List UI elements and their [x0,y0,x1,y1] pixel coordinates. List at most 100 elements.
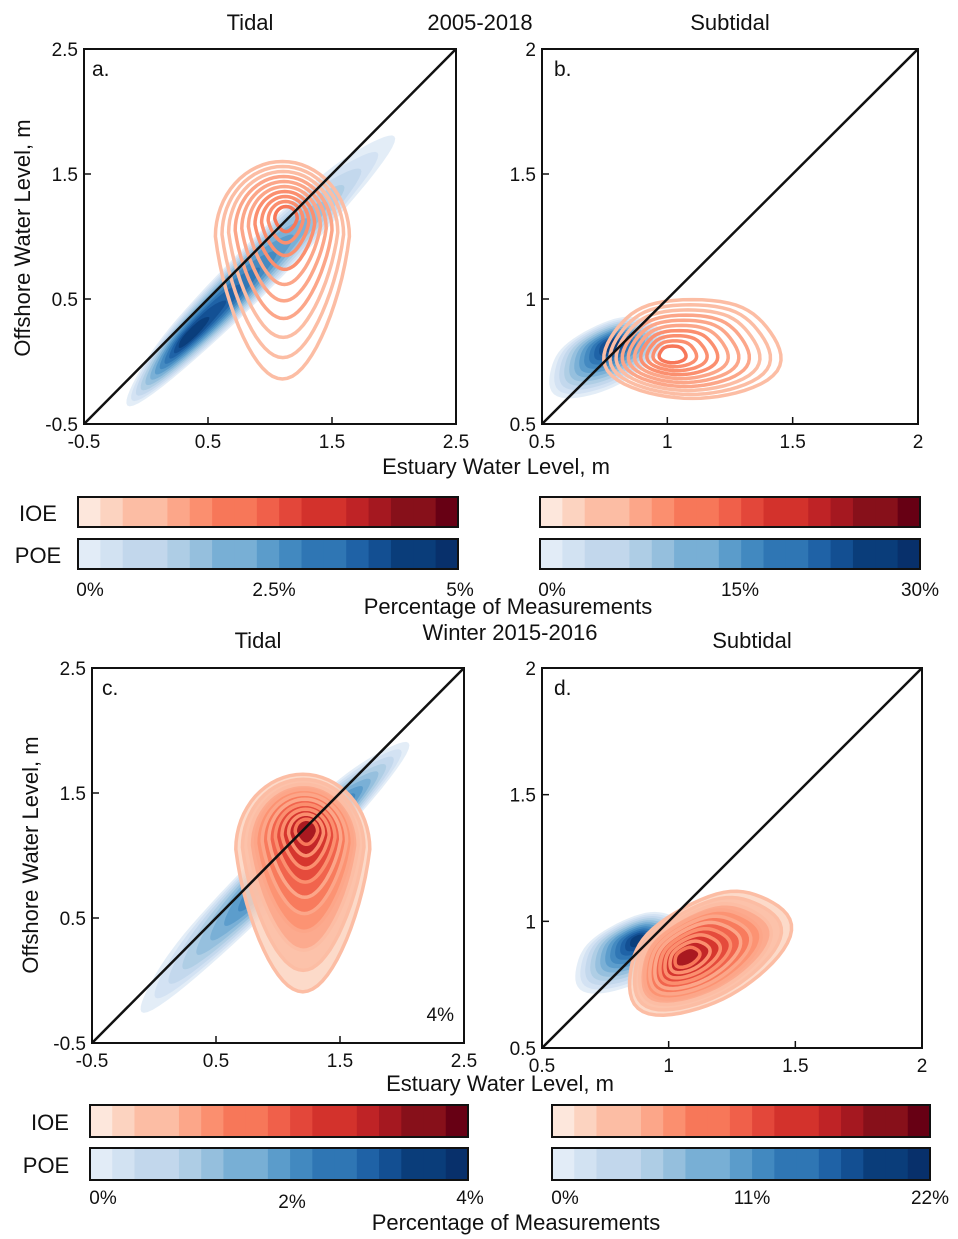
ioe-colorbar-segment [301,497,325,527]
poe-colorbar-segment [741,539,765,569]
colorbar-1-tick-2: 5% [446,580,474,601]
colorbar-3-ioe-label: IOE [31,1110,69,1135]
x-tick-label: 1.5 [327,1051,353,1072]
y-tick-label: 1.5 [510,786,536,807]
ioe-contour-7 [259,194,311,258]
colorbar-1-ioe-label: IOE [19,501,57,526]
poe-colorbar-segment [390,539,414,569]
poe-colorbar-segment [685,1148,709,1180]
ioe-colorbar-segment [167,497,191,527]
panel-b-title: Subtidal [690,10,770,35]
ioe-contour-9 [657,344,688,365]
ioe-colorbar-segment [774,1105,798,1137]
panel-d-title: Subtidal [712,628,792,653]
poe-colorbar-segment [718,539,742,569]
ioe-colorbar-segment [584,497,608,527]
colorbar-4-tick-1: 11% [734,1188,771,1209]
panel-d: 0.5 1 1.5 2 0.5 1 1.5 2 d. [510,659,928,1077]
ioe-colorbar-segment [245,1105,269,1137]
poe-colorbar-segment [774,1148,798,1180]
ioe-colorbar-segment [885,1105,909,1137]
ioe-colorbar-segment [156,1105,180,1137]
ioe-colorbar-segment [201,1105,225,1137]
ioe-colorbar-segment [112,1105,136,1137]
panel-b: 0.5 1 1.5 2 0.5 1 1.5 2 b. [510,40,924,453]
poe-colorbar-segment [445,1148,469,1180]
poe-colorbar-segment [134,1148,158,1180]
colorbar-4-tick-2: 22% [911,1188,949,1209]
plot-area [92,668,464,1043]
x-tick-label: 0.5 [529,432,555,453]
ioe-colorbar-segment [122,497,146,527]
ioe-colorbar-segment [100,497,124,527]
poe-colorbar-segment [897,539,921,569]
poe-colorbar-segment [640,1148,664,1180]
colorbar-1-poe-label: POE [15,543,61,568]
poe-colorbar-segment [401,1148,425,1180]
ioe-colorbar-segment [423,1105,447,1137]
ioe-colorbar-segment [707,1105,731,1137]
ioe-colorbar-segment [401,1105,425,1137]
ioe-colorbar-segment [696,497,720,527]
top-y-axis-label: Offshore Water Level, m [10,119,35,356]
poe-colorbar-segment [279,539,303,569]
y-tick-label: 2.5 [52,40,78,61]
panel-annotation: 4% [427,1005,455,1026]
poe-colorbar-segment [122,539,146,569]
ioe-colorbar-segment [552,1105,575,1137]
y-tick-label: 0.5 [52,290,78,311]
poe-colorbar-segment [334,1148,358,1180]
bottom-y-axis-label: Offshore Water Level, m [18,736,43,973]
x-tick-label: 0.5 [203,1051,229,1072]
ioe-contour-3 [233,174,334,321]
colorbar-3-tick-1: 2% [278,1192,306,1213]
poe-colorbar-segment [167,539,191,569]
poe-colorbar-segment [885,1148,909,1180]
top-period-title: 2005-2018 [427,10,532,35]
colorbar-1-tick-1: 2.5% [252,580,295,601]
poe-colorbar-frame [89,1147,469,1181]
panel-letter: c. [102,677,118,700]
ioe-colorbar-segment [134,1105,158,1137]
ioe-colorbar-segment [223,1105,247,1137]
plot-area [84,49,456,424]
colorbar-3-tick-0: 0% [89,1188,117,1209]
ioe-contour-1 [220,164,346,360]
colorbar-2 [539,496,921,570]
one-to-one-line [542,49,918,424]
top-x-axis-label: Estuary Water Level, m [382,454,610,479]
ioe-colorbar-segment [607,497,631,527]
ioe-colorbar-segment [78,497,101,527]
ioe-colorbar-segment [356,1105,380,1137]
x-tick-label: 2 [913,432,924,453]
x-tick-label: 2.5 [443,432,469,453]
y-tick-label: 0.5 [510,1039,536,1060]
poe-colorbar-segment [763,539,787,569]
ioe-colorbar-segment [685,1105,709,1137]
ioe-colorbar-segment [212,497,236,527]
poe-colorbar-segment [356,1148,380,1180]
poe-colorbar-segment [346,539,370,569]
ioe-colorbar-segment [267,1105,291,1137]
x-tick-label: 2 [917,1056,928,1077]
ioe-colorbar-segment [785,497,809,527]
ioe-colorbar-segment [145,497,169,527]
poe-colorbar-segment [301,539,325,569]
ioe-colorbar-frame [539,496,921,528]
axes-frame [541,48,919,425]
poe-colorbar-segment [552,1148,575,1180]
poe-colorbar-segment [100,539,124,569]
colorbar-3-poe-label: POE [23,1153,69,1178]
poe-colorbar-segment [368,539,392,569]
ioe-colorbar-segment [562,497,586,527]
ioe-colorbar-segment [875,497,899,527]
ioe-colorbar-segment [368,497,392,527]
ioe-colorbar-segment [596,1105,620,1137]
ioe-colorbar-segment [729,1105,753,1137]
ioe-colorbar-segment [334,1105,358,1137]
ioe-colorbar-segment [290,1105,313,1137]
y-tick-label: 2 [525,659,536,680]
ioe-colorbar-segment [763,497,787,527]
ioe-colorbar-segment [907,1105,931,1137]
poe-colorbar-segment [785,539,809,569]
